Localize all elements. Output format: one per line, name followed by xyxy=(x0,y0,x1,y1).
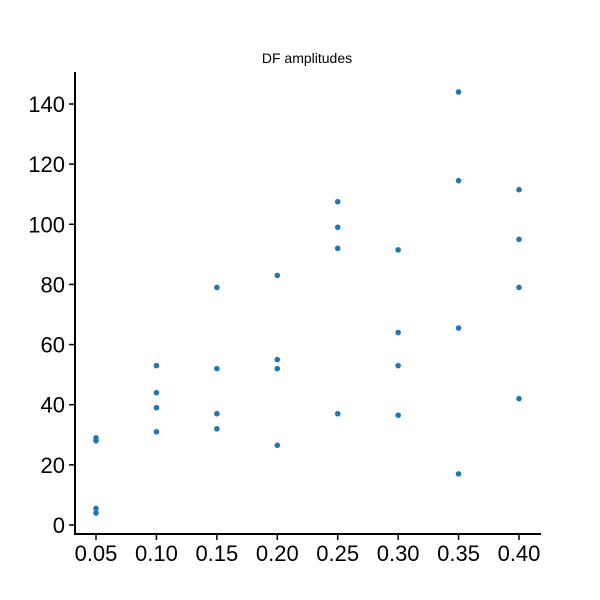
data-point xyxy=(455,89,462,95)
data-point xyxy=(516,284,522,291)
data-point xyxy=(516,395,522,402)
data-point xyxy=(455,177,462,184)
data-point xyxy=(516,236,522,243)
y-tick-label: 100 xyxy=(28,212,65,237)
y-tick-label: 20 xyxy=(41,453,65,478)
data-point xyxy=(153,428,160,435)
data-point xyxy=(274,356,281,363)
x-tick-label: 0.40 xyxy=(498,541,541,566)
y-tick-label: 40 xyxy=(41,393,65,418)
data-point xyxy=(395,412,401,419)
data-point xyxy=(274,272,281,279)
data-point xyxy=(214,410,220,417)
data-point xyxy=(153,362,160,369)
data-point xyxy=(395,247,401,253)
data-point xyxy=(214,425,220,432)
y-tick-label: 140 xyxy=(28,92,65,117)
data-point xyxy=(334,198,341,205)
axes: 0 20 40 60 80 100 120 140 0.05 0.10 0.15 0.20 0.25 0.… xyxy=(28,72,541,566)
x-tick-label: 0.10 xyxy=(135,541,178,566)
data-point xyxy=(334,224,341,231)
data-point xyxy=(455,325,462,331)
data-point xyxy=(93,510,99,516)
data-point xyxy=(455,471,462,477)
data-point xyxy=(214,365,220,372)
y-tick-label: 120 xyxy=(28,152,65,177)
data-point xyxy=(274,442,281,449)
data-point xyxy=(93,438,99,444)
data-point xyxy=(153,389,160,396)
x-tick-label: 0.25 xyxy=(316,541,359,566)
x-tick-label: 0.20 xyxy=(256,541,299,566)
y-tick-label: 80 xyxy=(41,272,65,297)
data-point xyxy=(93,505,99,512)
x-tick-label: 0.05 xyxy=(75,541,118,566)
data-point xyxy=(516,186,522,193)
data-point xyxy=(274,365,281,372)
data-point xyxy=(395,362,401,369)
y-tick-label: 60 xyxy=(41,333,65,358)
chart-title: DF amplitudes xyxy=(262,50,352,66)
data-point xyxy=(395,329,401,336)
y-tick-label: 0 xyxy=(53,513,65,538)
x-tick-label: 0.35 xyxy=(437,541,480,566)
data-point xyxy=(153,404,160,411)
data-points xyxy=(93,89,522,516)
x-tick-label: 0.15 xyxy=(195,541,238,566)
x-tick-label: 0.30 xyxy=(377,541,420,566)
data-point xyxy=(334,410,341,417)
data-point xyxy=(334,245,341,252)
data-point xyxy=(214,284,220,291)
